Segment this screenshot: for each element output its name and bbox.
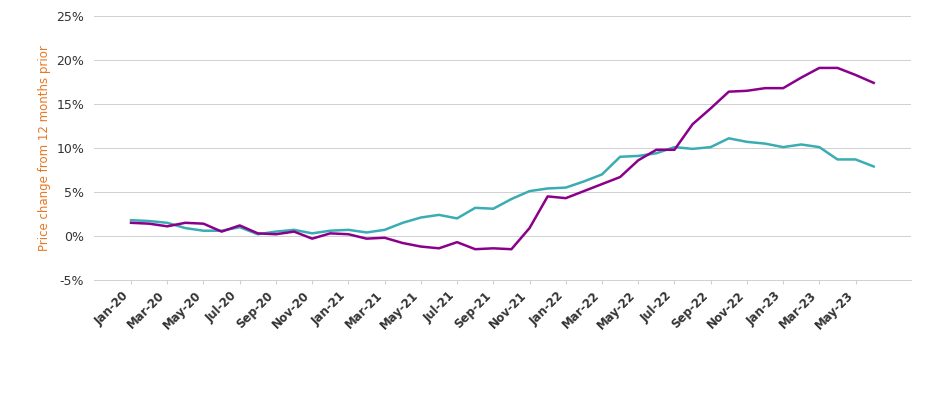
Food and non-alcoholic beverages <box>561 196 572 200</box>
Food and non-alcoholic beverages <box>723 89 734 94</box>
Food and non-alcoholic beverages <box>578 189 590 194</box>
CPI <box>723 136 734 141</box>
Food and non-alcoholic beverages <box>325 231 336 236</box>
Food and non-alcoholic beverages <box>343 232 354 237</box>
CPI <box>361 230 372 235</box>
Food and non-alcoholic beverages <box>179 220 191 225</box>
Food and non-alcoholic beverages <box>415 244 426 249</box>
Line: Food and non-alcoholic beverages: Food and non-alcoholic beverages <box>131 68 873 249</box>
Food and non-alcoholic beverages <box>832 66 843 70</box>
Food and non-alcoholic beverages <box>379 235 391 240</box>
Food and non-alcoholic beverages <box>270 232 282 237</box>
CPI <box>561 185 572 190</box>
Food and non-alcoholic beverages <box>506 247 517 252</box>
Food and non-alcoholic beverages <box>633 158 644 163</box>
Food and non-alcoholic beverages <box>144 221 155 226</box>
Food and non-alcoholic beverages <box>741 88 752 93</box>
Line: CPI: CPI <box>131 138 873 234</box>
Food and non-alcoholic beverages <box>470 247 481 252</box>
CPI <box>578 179 590 184</box>
Food and non-alcoholic beverages <box>596 182 608 186</box>
CPI <box>760 141 771 146</box>
CPI <box>270 229 282 234</box>
Food and non-alcoholic beverages <box>198 221 209 226</box>
Food and non-alcoholic beverages <box>687 122 699 127</box>
CPI <box>596 172 608 177</box>
CPI <box>741 140 752 144</box>
CPI <box>306 231 317 236</box>
CPI <box>651 151 662 156</box>
Food and non-alcoholic beverages <box>162 224 173 229</box>
Food and non-alcoholic beverages <box>288 229 300 234</box>
CPI <box>524 189 535 194</box>
Food and non-alcoholic beverages <box>614 175 625 180</box>
CPI <box>288 228 300 232</box>
CPI <box>832 157 843 162</box>
CPI <box>542 186 553 191</box>
CPI <box>669 145 680 150</box>
CPI <box>144 219 155 224</box>
Food and non-alcoholic beverages <box>524 226 535 230</box>
Food and non-alcoholic beverages <box>850 72 861 77</box>
Food and non-alcoholic beverages <box>306 236 317 241</box>
CPI <box>614 154 625 159</box>
Food and non-alcoholic beverages <box>397 241 408 246</box>
CPI <box>198 228 209 233</box>
Food and non-alcoholic beverages <box>777 86 789 90</box>
Food and non-alcoholic beverages <box>795 75 807 80</box>
Food and non-alcoholic beverages <box>705 106 716 111</box>
CPI <box>179 226 191 230</box>
Food and non-alcoholic beverages <box>361 236 372 241</box>
CPI <box>433 212 444 217</box>
Food and non-alcoholic beverages <box>452 240 463 244</box>
CPI <box>415 215 426 220</box>
Food and non-alcoholic beverages <box>253 231 264 236</box>
CPI <box>795 142 807 147</box>
Food and non-alcoholic beverages <box>433 246 444 251</box>
Food and non-alcoholic beverages <box>216 229 227 234</box>
CPI <box>253 232 264 237</box>
CPI <box>470 206 481 210</box>
Food and non-alcoholic beverages <box>487 246 499 251</box>
CPI <box>868 164 879 169</box>
CPI <box>687 146 699 151</box>
CPI <box>506 197 517 202</box>
Food and non-alcoholic beverages <box>126 220 137 225</box>
Food and non-alcoholic beverages <box>542 194 553 199</box>
CPI <box>705 145 716 150</box>
CPI <box>234 225 245 230</box>
CPI <box>452 216 463 221</box>
Food and non-alcoholic beverages <box>651 147 662 152</box>
CPI <box>216 228 227 233</box>
Food and non-alcoholic beverages <box>760 86 771 90</box>
CPI <box>814 145 825 150</box>
Food and non-alcoholic beverages <box>814 66 825 70</box>
CPI <box>379 228 391 232</box>
CPI <box>126 218 137 222</box>
CPI <box>325 228 336 233</box>
CPI <box>850 157 861 162</box>
CPI <box>343 228 354 232</box>
CPI <box>487 206 499 211</box>
CPI <box>633 154 644 158</box>
CPI <box>162 220 173 225</box>
CPI <box>777 145 789 150</box>
Y-axis label: Price change from 12 months prior: Price change from 12 months prior <box>38 45 51 251</box>
CPI <box>397 220 408 225</box>
Food and non-alcoholic beverages <box>234 223 245 228</box>
Food and non-alcoholic beverages <box>669 147 680 152</box>
Food and non-alcoholic beverages <box>868 80 879 85</box>
